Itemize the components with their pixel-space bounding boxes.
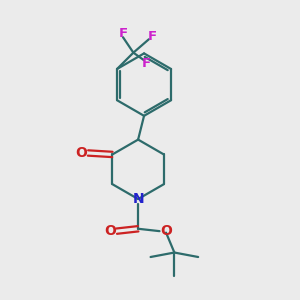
Text: F: F bbox=[148, 30, 157, 43]
Text: N: N bbox=[132, 192, 144, 206]
Text: O: O bbox=[160, 224, 172, 238]
Text: O: O bbox=[104, 224, 116, 238]
Text: F: F bbox=[142, 57, 151, 70]
Text: F: F bbox=[118, 27, 127, 40]
Text: O: O bbox=[76, 146, 87, 160]
